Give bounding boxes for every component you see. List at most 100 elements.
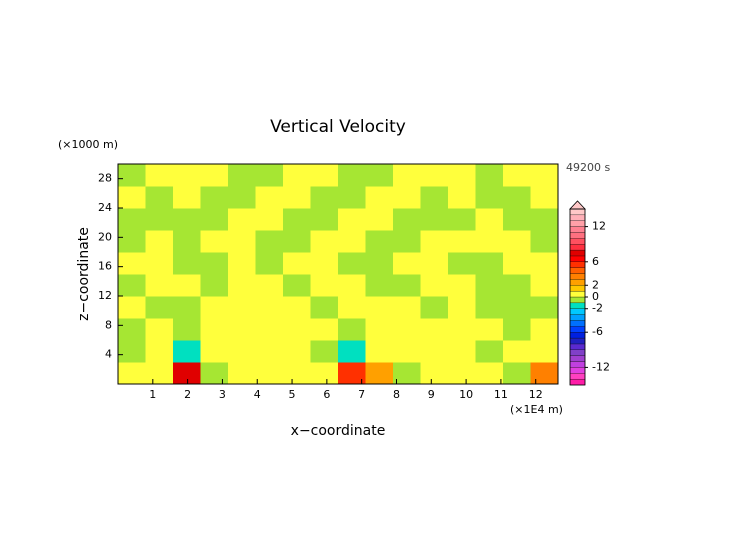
field-cell [145,230,174,253]
field-cell [145,340,174,363]
field-cell [420,164,449,187]
colorbar-band [569,261,586,268]
x-tick-label: 12 [529,388,543,401]
y-tick-label: 16 [98,260,112,273]
colorbar-band [569,296,586,304]
field-cell [145,362,174,385]
field-cell [393,208,421,231]
field-cell [393,164,421,187]
field-cell [228,362,256,385]
field-cell [420,274,449,297]
field-cell [393,252,421,275]
time-label: 49200 s [566,161,610,174]
field-cell [365,362,394,385]
field-cell [310,186,339,209]
field-cell [255,340,284,363]
field-cell [283,252,311,275]
field-cell [283,340,311,363]
field-cell [310,362,339,385]
colorbar-tick-label: 6 [592,255,599,268]
field-cell [420,340,449,363]
x-tick-label: 8 [393,388,400,401]
x-axis-label: x−coordinate [291,423,386,439]
field-cell [448,362,476,385]
field-cell [393,186,421,209]
field-cell [530,296,559,319]
field-cell [475,164,504,187]
y-tick-label: 8 [105,318,112,331]
colorbar-band [569,332,586,339]
colorbar-band [569,320,586,327]
field-cell [200,318,229,341]
field-cell [173,252,201,275]
field-cell [365,186,394,209]
field-cell [228,318,256,341]
field-cell [338,274,366,297]
field-cell [448,208,476,231]
field-cell [475,362,504,385]
field-cell [503,230,531,253]
field-cell [338,164,366,187]
colorbar-band [569,314,586,321]
field-cell [173,274,201,297]
field-cell [255,274,284,297]
field-cell [145,296,174,319]
field-cell [365,208,394,231]
field-cell [228,164,256,187]
field-cell [228,274,256,297]
y-tick-label: 28 [98,172,112,185]
field-cell [503,208,531,231]
field-cell [530,164,559,187]
field-cell [283,230,311,253]
field-cell [255,208,284,231]
field-cell [475,318,504,341]
field-cell [283,296,311,319]
field-cell [200,252,229,275]
field-cell [200,296,229,319]
field-cell [448,296,476,319]
field-cell [310,208,339,231]
field-cell [310,164,339,187]
colorbar-tick-label: 12 [592,220,606,233]
colorbar-band [569,302,586,309]
field-cell [200,164,229,187]
field-cell [283,318,311,341]
field-cell [173,186,201,209]
field-cell [118,230,146,253]
colorbar-tick-label: -2 [592,302,603,315]
colorbar-tick-label: 0 [592,290,599,303]
field-cell [503,340,531,363]
colorbar-band [569,249,586,257]
field-cell [283,274,311,297]
colorbar-band [569,220,586,227]
colorbar-band [569,326,586,333]
field-cell [173,340,201,363]
field-cell [503,296,531,319]
field-cell [118,186,146,209]
x-tick-label: 11 [494,388,508,401]
field-cell [255,186,284,209]
x-tick-label: 9 [428,388,435,401]
field-cell [365,252,394,275]
field-cell [118,340,146,363]
colorbar-band [569,244,586,251]
field-cell [283,362,311,385]
field-cell [310,252,339,275]
x-tick-label: 1 [149,388,156,401]
field-cell [475,252,504,275]
field-cell [448,318,476,341]
field-cell [228,230,256,253]
field-cell [255,230,284,253]
field-cell [448,230,476,253]
field-cell [228,340,256,363]
field-cell [448,252,476,275]
field-cell [228,252,256,275]
x-tick-label: 5 [289,388,296,401]
field-cell [338,186,366,209]
field-cell [393,230,421,253]
colorbar-tick-label: 2 [592,278,599,291]
colorbar-band [569,279,586,286]
field-cell [448,164,476,187]
field-cell [530,340,559,363]
colorbar-band [569,273,586,280]
